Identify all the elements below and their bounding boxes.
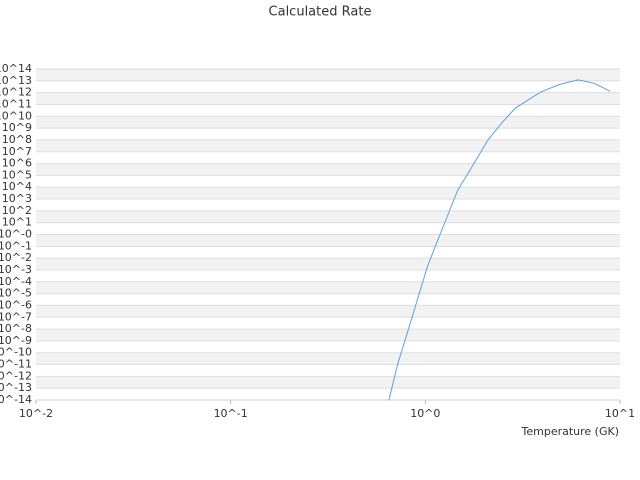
grid-band (36, 258, 620, 270)
y-tick-label: 10^-2 (0, 251, 32, 264)
y-tick-label: 10^12 (0, 86, 32, 99)
y-tick-label: 10^13 (0, 74, 32, 87)
y-tick-label: 10^-3 (0, 263, 32, 276)
grid-band (36, 69, 620, 81)
grid-band (36, 376, 620, 389)
grid-band (36, 234, 620, 247)
y-tick-label: 10^1 (2, 216, 32, 229)
y-tick-label: 10^-12 (0, 369, 32, 382)
y-tick-label: 10^3 (2, 192, 32, 205)
x-axis-label: Temperature (GK) (521, 425, 620, 438)
x-tick-label: 10^1 (605, 407, 635, 420)
y-tick-label: 10^-8 (0, 322, 32, 335)
y-tick-label: 10^-6 (0, 298, 32, 311)
grid-band (36, 352, 620, 365)
plot-background (36, 69, 620, 389)
y-tick-label: 10^4 (2, 180, 32, 193)
y-tick-label: 10^10 (0, 109, 32, 122)
y-tick-label: 10^-5 (0, 287, 32, 300)
grid-band (36, 305, 620, 318)
grid-band (36, 210, 620, 223)
x-tick-label: 10^0 (410, 407, 440, 420)
y-tick-label: 10^-9 (0, 334, 32, 347)
y-tick-label: 10^-10 (0, 346, 32, 359)
y-tick-label: 10^6 (2, 157, 32, 170)
y-tick-label: 10^2 (2, 204, 32, 217)
grid-band (36, 139, 620, 152)
data-line (388, 79, 611, 401)
y-tick-label: 10^-4 (0, 275, 32, 288)
x-tick-label: 10^-1 (214, 407, 248, 420)
grid-band (36, 187, 620, 200)
grid-band (36, 329, 620, 341)
y-tick-label: 10^11 (0, 97, 32, 110)
y-tick-label: 10^-1 (0, 239, 32, 252)
grid-band (36, 92, 620, 105)
y-tick-label: 10^8 (2, 133, 32, 146)
grid-band (36, 281, 620, 294)
y-tick-label: 10^14 (0, 62, 32, 75)
x-tick-label: 10^-2 (19, 407, 53, 420)
y-tick-label: 10^9 (2, 121, 32, 134)
y-tick-label: 10^-13 (0, 381, 32, 394)
y-tick-label: 10^-0 (0, 228, 32, 241)
chart-title: Calculated Rate (269, 5, 372, 20)
grid-band (36, 163, 620, 176)
y-tick-label: 10^-11 (0, 358, 32, 371)
grid-band (36, 116, 620, 129)
y-tick-label: 10^7 (2, 145, 32, 158)
y-tick-label: 10^-14 (0, 393, 32, 406)
y-tick-label: 10^5 (2, 168, 32, 181)
y-tick-label: 10^-7 (0, 310, 32, 323)
